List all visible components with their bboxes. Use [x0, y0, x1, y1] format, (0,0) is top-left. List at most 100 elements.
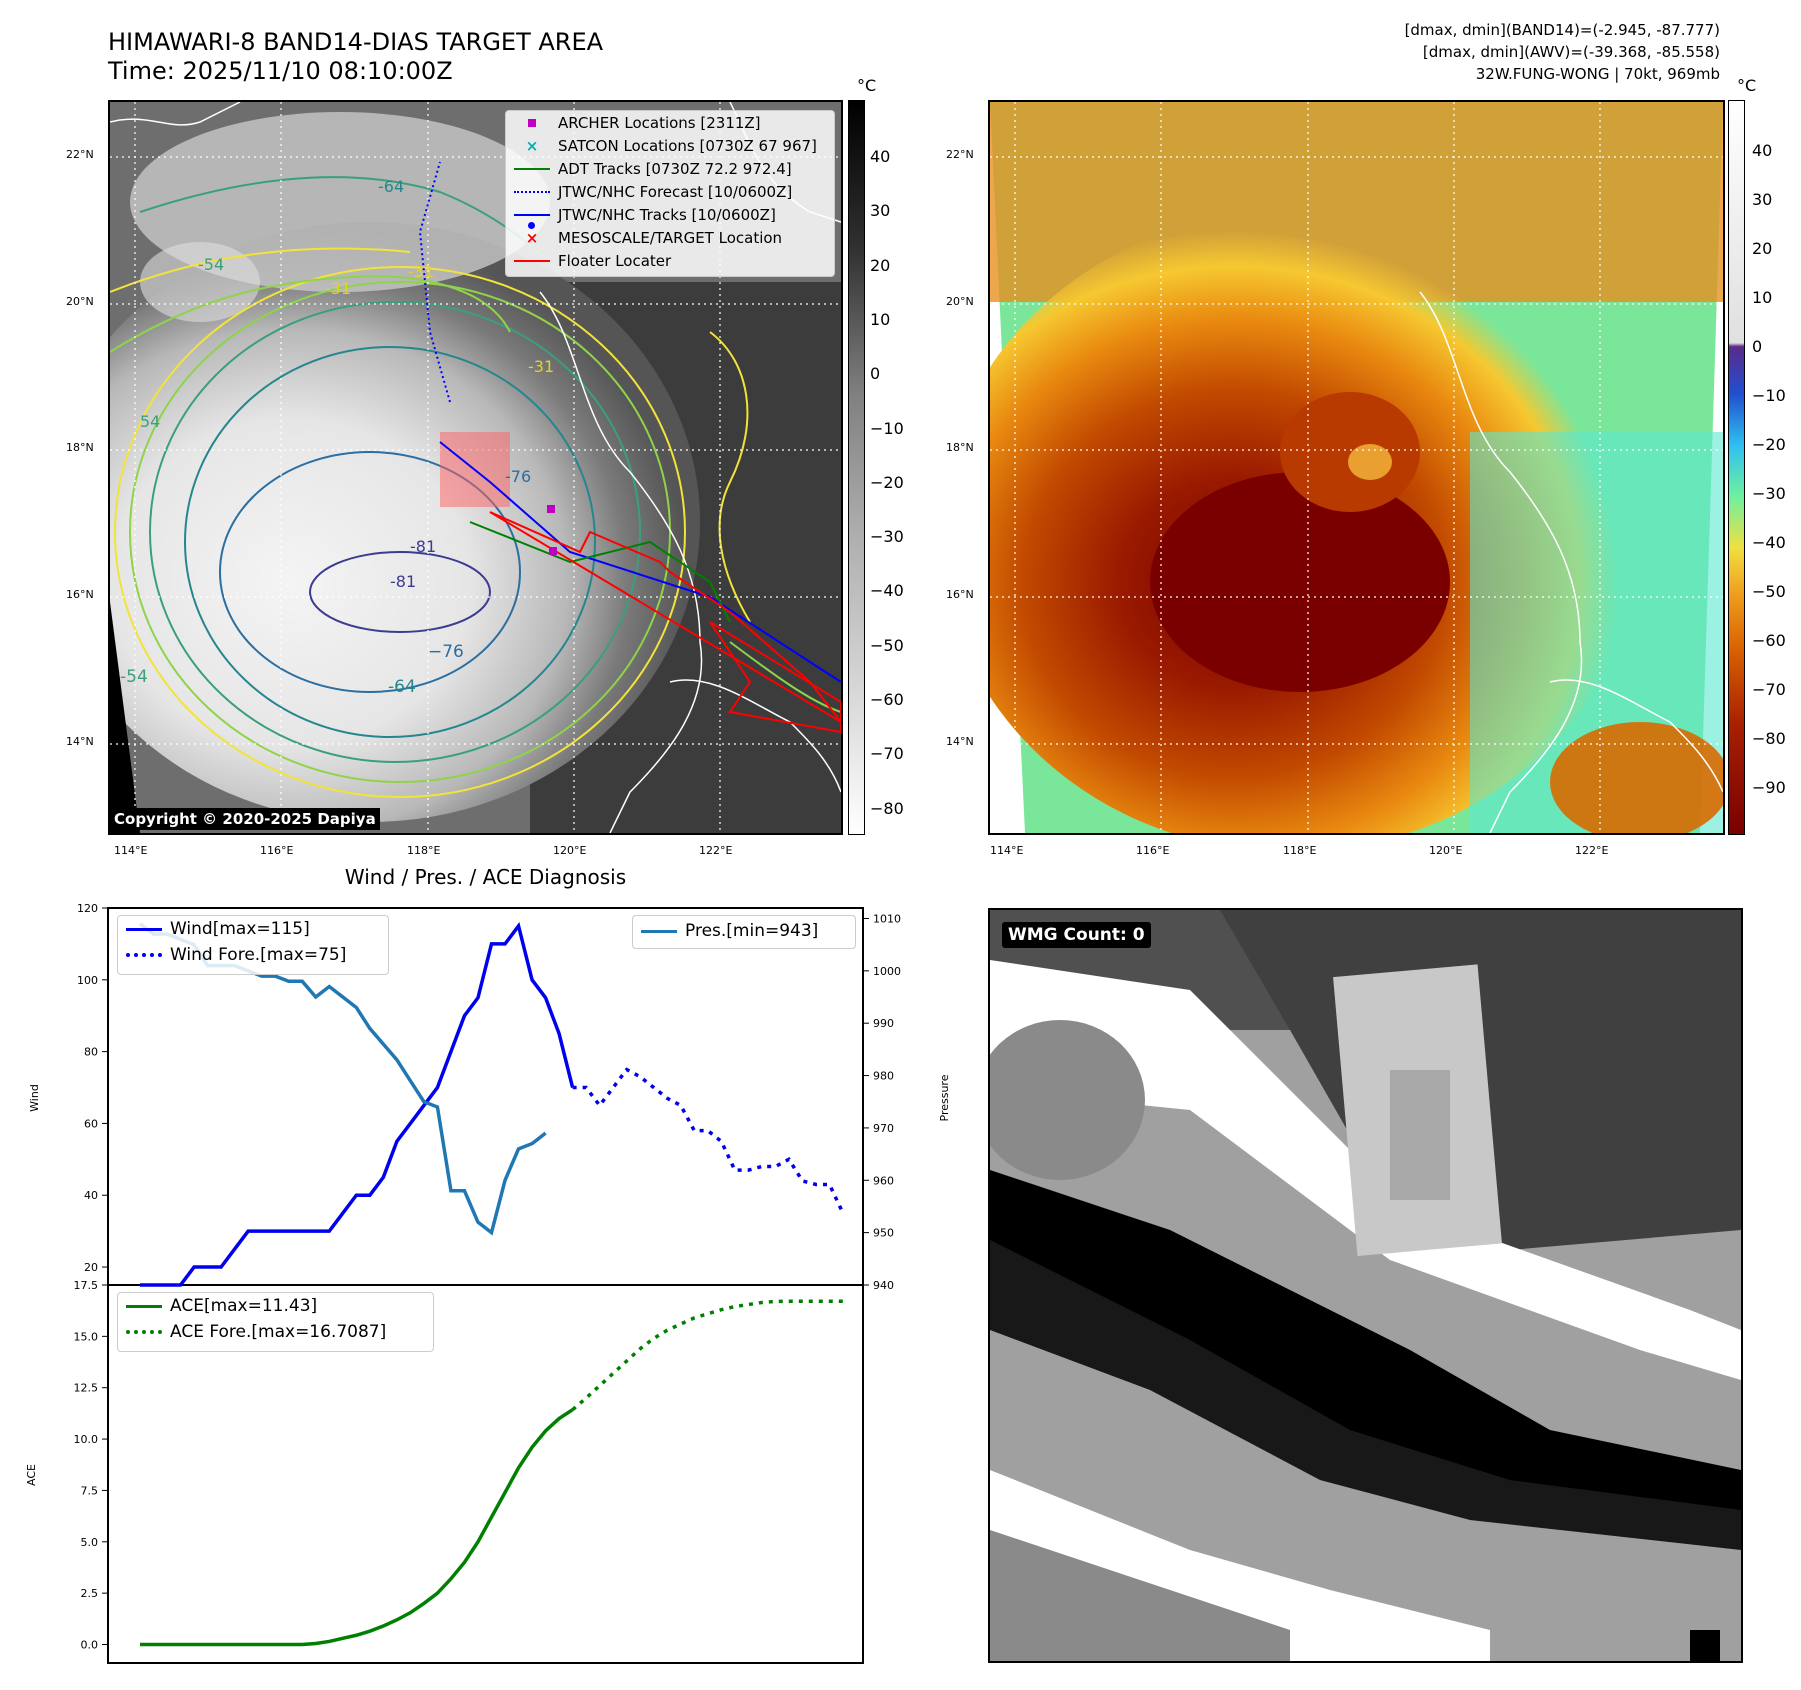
- lon-label: 116°E: [1136, 844, 1170, 857]
- color-colorbar: [1728, 100, 1745, 835]
- colorbar-tick-label: −50: [870, 635, 904, 655]
- lat-label: 22°N: [66, 148, 94, 161]
- contour-label: -64: [388, 677, 416, 697]
- lat-label: 14°N: [66, 735, 94, 748]
- wmg-panel: WMG Count: 0: [988, 908, 1743, 1663]
- legend-label: ADT Tracks [0730Z 72.2 972.4]: [558, 159, 792, 178]
- legend-label: JTWC/NHC Tracks [10/0600Z]: [558, 205, 776, 224]
- dotted-line-icon: [126, 953, 162, 957]
- colorbar-tick-label: −60: [870, 690, 904, 709]
- legend-row: Wind Fore.[max=75]: [118, 942, 388, 968]
- ace-axis-label: ACE: [25, 1464, 38, 1486]
- archer-marker: [547, 505, 555, 513]
- wind-tick-label: 100: [77, 974, 98, 987]
- contour-label: 54: [140, 412, 160, 431]
- colorbar-tick-label: −40: [1752, 533, 1786, 552]
- colorbar-unit: °C: [1737, 76, 1757, 95]
- ace-axes-frame: [107, 1284, 864, 1664]
- enhanced-ir-panel: [988, 100, 1725, 835]
- ace-series-line: [140, 1408, 574, 1647]
- copyright-badge: Copyright © 2020-2025 Dapiya: [110, 808, 380, 830]
- lat-label: 16°N: [946, 588, 974, 601]
- contour-label: -31: [408, 262, 434, 281]
- pressure-tick-label: 960: [873, 1174, 894, 1187]
- stats-line1: [dmax, dmin](BAND14)=(-2.945, -87.777): [1404, 21, 1720, 39]
- adt-track-line: [469, 521, 731, 623]
- colorbar-tick-label: 10: [1752, 288, 1773, 307]
- colorbar-tick-label: −70: [1752, 680, 1786, 699]
- storm-summary: 32W.FUNG-WONG | 70kt, 969mb: [1475, 65, 1720, 83]
- contour-label: -76: [505, 467, 531, 486]
- ace-tick-label: 12.5: [74, 1382, 99, 1395]
- floater-line: [489, 511, 841, 723]
- diagnosis-chart: 20 40 60 80 100 120 940 950 960 970 980 990 1000 101…: [25, 902, 951, 1664]
- ace-tick-label: 15.0: [74, 1330, 99, 1343]
- pressure-legend: Pres.[min=943]: [632, 915, 856, 949]
- wmg-count-badge: WMG Count: 0: [1002, 922, 1151, 948]
- ace-tick-label: 17.5: [74, 1279, 99, 1292]
- colorbar-tick-label: −50: [1752, 582, 1786, 601]
- wind-legend: Wind[max=115] Wind Fore.[max=75]: [117, 915, 389, 975]
- lat-label: 18°N: [946, 441, 974, 454]
- lon-label: 116°E: [260, 844, 294, 857]
- colorbar-tick-label: 10: [870, 309, 891, 329]
- colorbar-tick-label: −60: [1752, 631, 1786, 650]
- legend-row: ACE[max=11.43]: [118, 1293, 433, 1319]
- legend-label: Wind Fore.[max=75]: [170, 945, 347, 965]
- lon-label: 114°E: [114, 844, 148, 857]
- wmg-image: [990, 910, 1741, 1661]
- ace-legend: ACE[max=11.43] ACE Fore.[max=16.7087]: [117, 1292, 434, 1352]
- jtwc-track-line: [439, 441, 841, 683]
- colorbar-tick-label: −20: [1752, 435, 1786, 454]
- colorbar-tick-label: 40: [1752, 141, 1773, 160]
- x-marker-icon: ×: [525, 136, 539, 155]
- lon-label: 122°E: [1575, 844, 1609, 857]
- colorbar-tick-label: −90: [1752, 778, 1786, 797]
- lat-label: 18°N: [66, 441, 94, 454]
- dotted-line-icon: [126, 1330, 162, 1334]
- contour-labels: -64 -31 -54 -31 -31 -76 -81 -81 −76 -64 …: [120, 177, 554, 697]
- contour-label: -54: [198, 255, 224, 274]
- contour-label: -54: [120, 667, 148, 687]
- x-marker-icon: ×: [525, 228, 539, 247]
- grayscale-colorbar: [848, 100, 865, 835]
- colorbar-tick-label: 30: [870, 201, 891, 221]
- colorbar-unit: °C: [857, 76, 877, 95]
- legend-label: Wind[max=115]: [170, 919, 310, 939]
- lon-label: 120°E: [1429, 844, 1463, 857]
- legend-label: Pres.[min=943]: [685, 921, 819, 941]
- lon-label: 122°E: [699, 844, 733, 857]
- colorbar-tick-label: −80: [1752, 729, 1786, 748]
- contour-label: -81: [410, 537, 436, 556]
- contour-label: -31: [325, 279, 351, 298]
- colorbar-tick-label: 40: [870, 147, 891, 166]
- pressure-tick-label: 980: [873, 1070, 894, 1083]
- colorbar-tick-label: 20: [870, 255, 891, 275]
- legend-row: × MESOSCALE/TARGET Location: [506, 226, 834, 249]
- jtwc-forecast-line: [418, 161, 451, 403]
- colorbar-tick-label: −30: [870, 527, 904, 547]
- wind-tick-label: 120: [77, 902, 98, 915]
- legend-row: ARCHER Locations [2311Z]: [506, 111, 834, 134]
- lat-label: 20°N: [66, 295, 94, 308]
- legend-row: × SATCON Locations [0730Z 67 967]: [506, 134, 834, 157]
- contour-label: −76: [428, 642, 464, 662]
- wind-tick-label: 80: [84, 1046, 98, 1059]
- pressure-tick-label: 950: [873, 1227, 894, 1240]
- lon-label: 118°E: [407, 844, 441, 857]
- colorbar-tick-label: −30: [1752, 484, 1786, 503]
- ace-tick-label: 10.0: [74, 1433, 99, 1446]
- chart-title: Wind / Pres. / ACE Diagnosis: [344, 865, 627, 889]
- legend-row: ACE Fore.[max=16.7087]: [118, 1319, 433, 1345]
- lon-label: 114°E: [990, 844, 1024, 857]
- wind-tick-label: 40: [84, 1189, 98, 1202]
- stats-line2: [dmax, dmin](AWV)=(-39.368, -85.558): [1422, 43, 1720, 61]
- legend-label: ACE Fore.[max=16.7087]: [170, 1322, 387, 1342]
- contour-label: -31: [528, 357, 554, 376]
- pressure-tick-label: 1010: [873, 912, 901, 925]
- legend-row: Pres.[min=943]: [633, 916, 855, 946]
- lon-label: 120°E: [553, 844, 587, 857]
- legend-label: ARCHER Locations [2311Z]: [558, 113, 761, 132]
- colorbar-tick-label: −40: [870, 581, 904, 601]
- colorbar-tick-label: −10: [870, 418, 904, 438]
